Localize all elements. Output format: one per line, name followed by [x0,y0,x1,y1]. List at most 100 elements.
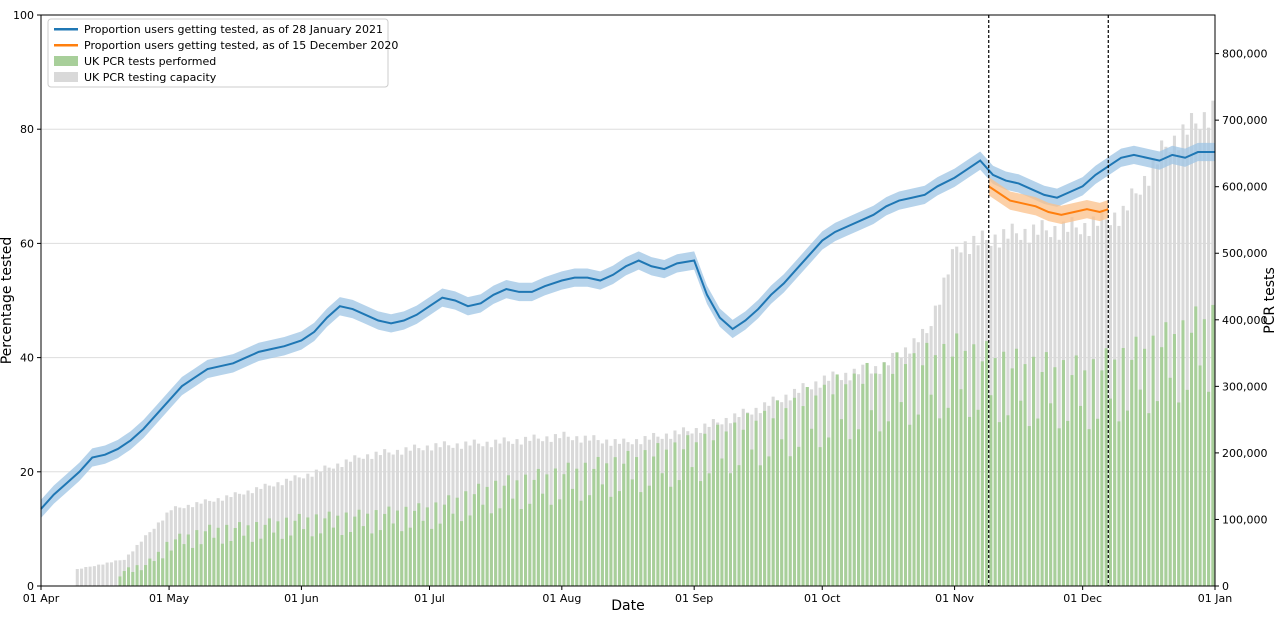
bar [570,488,575,586]
bar [967,416,972,586]
bar [152,561,156,586]
bar [1168,152,1172,586]
bar [191,507,195,586]
series-band-jan [41,142,1215,519]
bar [895,352,899,586]
bar [771,418,775,586]
bar [1121,348,1125,586]
bar [237,522,242,586]
bar [797,446,801,586]
legend: Proportion users getting tested, as of 2… [47,18,398,88]
bar [613,457,617,586]
bar [588,495,592,586]
bar [511,498,515,586]
bar [135,565,139,586]
bar [848,439,852,586]
tests-bars [118,304,1215,586]
bar [139,541,143,586]
bar [144,535,148,586]
bar [1087,429,1091,586]
bar [724,431,728,586]
bar [404,506,408,586]
bar [1049,403,1053,586]
bar [84,566,88,586]
bar [810,428,814,586]
bar [114,560,118,586]
bar [955,333,959,586]
bar [75,569,79,586]
bar [336,515,340,586]
bar [549,504,553,586]
bar [263,524,267,586]
bar [664,449,668,586]
bar [784,408,788,586]
bar [1177,402,1181,586]
bar [1096,225,1100,587]
bar [430,528,434,586]
bar [656,443,660,586]
bar [212,537,216,586]
bar [225,524,229,586]
y2-tick-label: 400,000 [1222,314,1268,327]
bar [703,433,707,586]
bar [746,413,750,586]
bar [959,389,963,586]
bar [284,517,289,586]
bar [1066,231,1070,587]
right-axis-ticks: 0 100,000 200,000 300,000 400,000 500,000 600,… [1215,48,1268,593]
bar [686,435,690,586]
bar [233,528,237,586]
bar [208,524,212,586]
bar [131,571,135,586]
bar [348,532,353,586]
bar [669,486,673,586]
bar [310,536,314,586]
bar [1202,319,1206,586]
bar [152,528,156,586]
bar [105,562,109,586]
y-tick-label: 80 [20,123,34,136]
bar [609,496,613,586]
bar [1096,418,1100,586]
x-axis-ticks: 01 Apr 01 May 01 Jun 01 Jul 01 Aug 01 Sep 01 O… [23,586,1232,605]
series-line-jan [40,151,1215,510]
bar [805,387,809,586]
bar [1053,367,1057,586]
bar [131,551,135,586]
bar [566,462,570,586]
legend-entry: Proportion users getting tested, as of 2… [54,23,383,36]
bar [575,468,579,586]
bar [1125,410,1130,586]
bar [267,518,271,586]
bar [331,527,335,586]
bar [903,364,908,586]
bar [844,384,848,586]
bar [1057,428,1061,586]
y-tick-label: 60 [20,237,34,250]
bar [899,402,903,586]
bar [289,535,293,586]
bar [191,547,195,586]
bar [1002,351,1006,586]
bar [1147,185,1151,587]
bar [310,476,314,586]
bar [477,483,481,586]
bar [421,450,425,586]
bar [494,480,498,586]
legend-swatch [54,28,78,31]
bar [203,531,207,586]
bar [186,534,190,586]
bar [391,523,395,586]
bar [1198,129,1202,587]
bar [1032,356,1036,586]
bar [553,468,557,586]
legend-label: UK PCR testing capacity [84,71,217,84]
bar [1036,418,1040,586]
bar [801,406,805,586]
bar [699,481,703,586]
x-tick-label: 01 Jan [1198,592,1232,605]
bar [600,484,604,586]
y-tick-label: 0 [27,580,34,593]
bar [1108,398,1112,586]
bar [109,562,113,586]
